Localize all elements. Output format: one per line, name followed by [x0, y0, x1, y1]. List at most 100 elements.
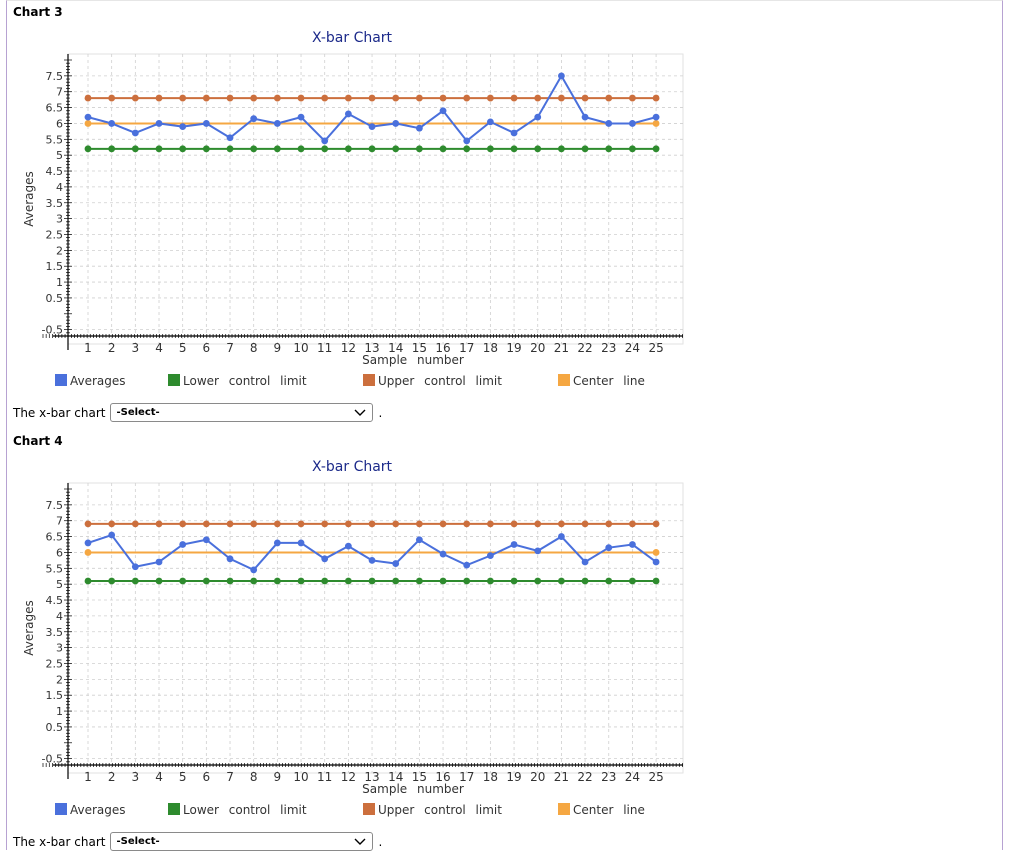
averages-point — [226, 555, 234, 563]
x-tick-label: 25 — [648, 341, 663, 355]
y-tick-label: 2.5 — [46, 657, 64, 670]
upper-control-limit-point — [392, 94, 400, 102]
lower-control-limit-point — [131, 145, 139, 153]
legend-label: Lower control limit — [183, 803, 307, 817]
chart-4-select-value: -Select- — [116, 836, 160, 847]
chart-4-series-upper-control-limit — [84, 520, 660, 528]
upper-control-limit-point — [344, 94, 352, 102]
lower-control-limit-point — [297, 145, 305, 153]
x-tick-label: 11 — [317, 770, 332, 784]
chart-3-series-averages — [84, 72, 660, 145]
chart-4-question-label: The x-bar chart — [13, 834, 106, 849]
lower-control-limit-point — [155, 577, 163, 585]
lower-control-limit-point — [155, 145, 163, 153]
averages-point — [486, 552, 494, 560]
averages-point — [415, 536, 423, 544]
lower-control-limit-point — [415, 145, 423, 153]
upper-control-limit-point — [202, 94, 210, 102]
averages-point — [605, 544, 613, 552]
upper-control-limit-point — [155, 520, 163, 528]
chart-4-legend-center-line: Center line — [558, 803, 645, 817]
lower-control-limit-point — [439, 577, 447, 585]
y-tick-label: 6 — [56, 546, 63, 559]
upper-control-limit-point — [108, 520, 116, 528]
x-tick-label: 2 — [108, 770, 116, 784]
lower-control-limit-point — [463, 145, 471, 153]
x-tick-label: 22 — [577, 341, 592, 355]
y-tick-label: 6.5 — [46, 102, 64, 115]
y-tick-label: 3.5 — [46, 197, 64, 210]
x-tick-label: 24 — [625, 770, 640, 784]
upper-control-limit-point — [463, 94, 471, 102]
y-tick-label: 7 — [56, 86, 63, 99]
chart-4-legend-upper-control-limit: Upper control limit — [363, 803, 502, 817]
chart-3-title: X-bar Chart — [312, 30, 393, 46]
x-tick-label: 23 — [601, 770, 616, 784]
upper-control-limit-point — [486, 94, 494, 102]
x-tick-label: 3 — [132, 770, 140, 784]
x-tick-label: 21 — [554, 770, 569, 784]
chart-4-title: X-bar Chart — [312, 459, 393, 475]
upper-control-limit-point — [273, 94, 281, 102]
upper-control-limit-point — [250, 94, 258, 102]
lower-control-limit-point — [510, 145, 518, 153]
chart-3-select-value: -Select- — [116, 407, 160, 418]
chart-4-series-center-line — [84, 549, 660, 556]
y-tick-label: -0.5 — [42, 324, 63, 337]
x-tick-label: 14 — [388, 770, 403, 784]
x-tick-label: 17 — [459, 341, 474, 355]
center-line-point — [652, 549, 660, 556]
chart-3-select[interactable]: -Select- — [110, 403, 374, 422]
lower-control-limit-point — [652, 577, 660, 585]
upper-control-limit-point — [629, 94, 636, 102]
averages-point — [510, 541, 518, 548]
y-tick-label: 5 — [56, 578, 63, 591]
chevron-down-icon — [354, 409, 366, 416]
chevron-down-icon — [354, 838, 366, 845]
upper-control-limit-point — [155, 94, 163, 102]
chart-4-legend-lower-control-limit: Lower control limit — [168, 803, 307, 817]
upper-control-limit-point — [131, 520, 139, 528]
averages-point — [321, 137, 329, 145]
lower-control-limit-point — [486, 145, 494, 153]
center-line-point — [84, 120, 92, 127]
chart-4-question: The x-bar chart -Select- . — [13, 832, 382, 851]
chart-3-legend-upper-control-limit: Upper control limit — [363, 374, 502, 388]
x-tick-label: 12 — [341, 341, 356, 355]
upper-control-limit-point — [321, 94, 329, 102]
averages-point — [605, 120, 613, 127]
averages-point — [463, 137, 471, 145]
x-tick-label: 23 — [601, 341, 616, 355]
y-tick-label: 1.5 — [46, 260, 64, 273]
chart-3-question-period: . — [378, 405, 383, 420]
averages-point — [297, 113, 305, 121]
y-tick-label: -0.5 — [42, 753, 63, 766]
legend-label: Center line — [573, 803, 645, 817]
averages-point — [510, 129, 518, 137]
lower-control-limit-point — [534, 577, 542, 585]
averages-point — [652, 558, 660, 566]
x-tick-label: 15 — [412, 770, 427, 784]
x-tick-label: 10 — [293, 341, 308, 355]
page-frame — [6, 0, 1003, 850]
lower-control-limit-point — [605, 145, 613, 153]
averages-point — [131, 129, 139, 137]
averages-point — [439, 107, 447, 115]
legend-swatch — [55, 803, 67, 815]
y-tick-label: 3 — [56, 642, 63, 655]
upper-control-limit-point — [392, 520, 400, 528]
x-tick-label: 8 — [250, 341, 258, 355]
upper-control-limit-point — [486, 520, 494, 528]
averages-point — [108, 120, 116, 127]
lower-control-limit-point — [108, 145, 116, 153]
lower-control-limit-point — [439, 145, 447, 153]
x-tick-label: 25 — [648, 770, 663, 784]
legend-swatch — [168, 803, 180, 815]
upper-control-limit-point — [652, 94, 660, 102]
averages-point — [439, 550, 447, 558]
upper-control-limit-point — [439, 94, 447, 102]
y-tick-label: 3.5 — [46, 626, 64, 639]
chart-4-select[interactable]: -Select- — [110, 832, 374, 851]
lower-control-limit-point — [368, 577, 376, 585]
y-tick-label: 0.5 — [46, 721, 64, 734]
